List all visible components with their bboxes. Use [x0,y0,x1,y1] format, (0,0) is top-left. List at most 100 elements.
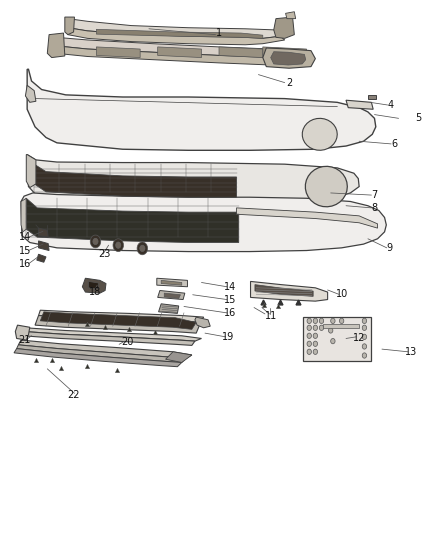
Polygon shape [251,281,328,301]
Polygon shape [274,17,294,38]
Polygon shape [286,12,296,19]
Polygon shape [18,340,192,358]
Polygon shape [56,37,307,59]
Circle shape [307,341,311,346]
Circle shape [307,325,311,330]
Text: 4: 4 [388,100,394,110]
Text: 13: 13 [405,347,417,357]
Polygon shape [34,164,237,197]
Text: 15: 15 [224,295,236,304]
Text: 2: 2 [286,78,292,87]
Circle shape [307,349,311,354]
Polygon shape [263,48,315,68]
Polygon shape [27,155,359,205]
Polygon shape [35,316,201,333]
Text: 5: 5 [415,114,421,123]
Polygon shape [68,19,287,38]
Circle shape [313,349,318,354]
Circle shape [362,334,367,340]
Circle shape [319,325,324,330]
Text: 21: 21 [18,335,30,345]
Circle shape [313,318,318,324]
Polygon shape [37,254,46,262]
Polygon shape [14,349,182,367]
Polygon shape [159,304,179,313]
Text: 8: 8 [371,203,378,213]
Text: 7: 7 [371,190,378,200]
Text: 14: 14 [224,282,236,292]
Polygon shape [305,166,347,207]
Polygon shape [219,47,263,58]
Polygon shape [263,47,307,58]
Polygon shape [271,52,306,65]
Polygon shape [237,208,378,228]
Polygon shape [39,228,48,237]
Polygon shape [158,290,185,300]
Text: 16: 16 [224,308,236,318]
Polygon shape [25,85,36,102]
Text: 6: 6 [391,139,397,149]
Polygon shape [17,345,186,362]
Polygon shape [346,100,373,109]
Circle shape [113,239,124,252]
Polygon shape [39,241,49,251]
Circle shape [362,344,367,349]
Circle shape [140,245,145,252]
Text: 10: 10 [336,289,348,299]
Polygon shape [40,312,196,329]
Polygon shape [157,278,187,287]
Text: 23: 23 [98,249,110,259]
Circle shape [328,328,333,333]
Text: 19: 19 [222,332,234,342]
Text: 1: 1 [216,28,222,38]
Circle shape [90,235,101,248]
Circle shape [331,338,335,344]
Circle shape [362,318,367,324]
Circle shape [331,318,335,324]
Text: 18: 18 [89,287,102,297]
Polygon shape [21,198,26,232]
Polygon shape [27,69,376,150]
Text: 12: 12 [353,334,365,343]
Polygon shape [88,281,99,289]
Polygon shape [164,293,180,298]
Circle shape [307,333,311,338]
Polygon shape [82,278,106,293]
Polygon shape [323,324,359,328]
Polygon shape [47,33,65,58]
Polygon shape [368,95,376,99]
Circle shape [307,318,311,324]
Polygon shape [21,193,386,252]
Polygon shape [26,198,239,243]
Text: 14: 14 [19,232,32,242]
Circle shape [319,318,324,324]
Text: 9: 9 [387,243,393,253]
Polygon shape [96,29,263,38]
Circle shape [313,325,318,330]
Polygon shape [23,332,195,345]
Circle shape [137,242,148,255]
Polygon shape [68,28,285,45]
Circle shape [313,333,318,338]
Text: 22: 22 [67,391,80,400]
Polygon shape [166,352,192,362]
Polygon shape [302,118,337,150]
Text: 15: 15 [19,246,32,255]
Polygon shape [195,317,210,328]
Polygon shape [161,280,182,285]
Text: 11: 11 [265,311,277,320]
Circle shape [362,325,367,330]
Polygon shape [56,46,302,65]
Polygon shape [158,47,201,58]
Polygon shape [255,285,313,296]
Polygon shape [65,17,74,35]
Circle shape [313,341,318,346]
Polygon shape [26,155,36,188]
Polygon shape [96,47,140,58]
Circle shape [116,242,121,248]
Circle shape [362,353,367,358]
Circle shape [93,238,98,245]
Polygon shape [303,317,371,361]
Text: 16: 16 [19,259,32,269]
Polygon shape [24,328,201,341]
